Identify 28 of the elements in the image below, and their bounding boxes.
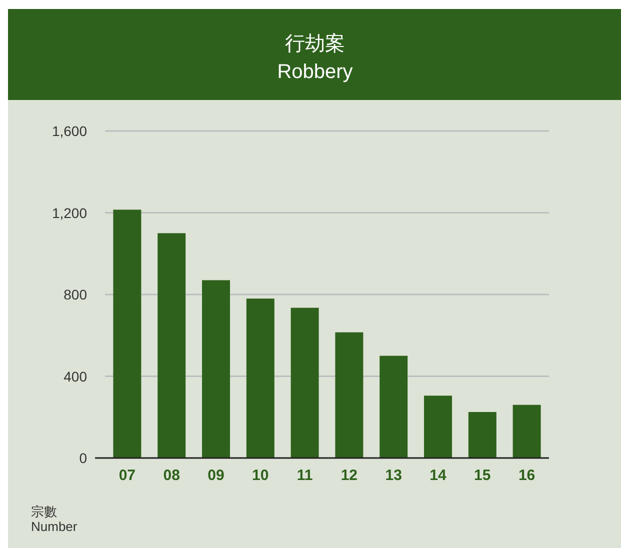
x-tick-label: 12 xyxy=(340,467,358,484)
x-tick-label: 09 xyxy=(208,467,224,484)
bar xyxy=(335,332,364,458)
bar xyxy=(512,404,541,458)
bar xyxy=(202,280,230,458)
bar xyxy=(468,412,496,458)
x-tick-label: 13 xyxy=(385,467,402,484)
x-tick-label: 10 xyxy=(252,467,269,484)
y-tick-label: 0 xyxy=(79,450,88,466)
bar xyxy=(246,298,274,458)
x-tick-label: 15 xyxy=(474,467,491,484)
bar xyxy=(290,308,319,458)
y-tick-label: 400 xyxy=(64,368,88,384)
x-tick-label: 16 xyxy=(518,467,536,484)
chart-subtitle: Robbery xyxy=(277,61,353,83)
y-tick-label: 1,200 xyxy=(52,204,88,221)
y-tick-label: 800 xyxy=(64,286,88,302)
x-tick-label: 14 xyxy=(430,467,447,484)
y-axis-title: 宗數 Number xyxy=(31,504,78,534)
bar xyxy=(424,396,452,458)
bar xyxy=(158,233,186,458)
bar xyxy=(380,356,408,458)
x-tick-label: 11 xyxy=(296,467,313,484)
x-tick-label: 08 xyxy=(163,467,180,484)
chart-title: 行劫案 xyxy=(285,32,345,55)
x-tick-label: 07 xyxy=(118,467,136,484)
bar xyxy=(113,210,142,458)
y-tick-label: 1,600 xyxy=(52,123,88,139)
